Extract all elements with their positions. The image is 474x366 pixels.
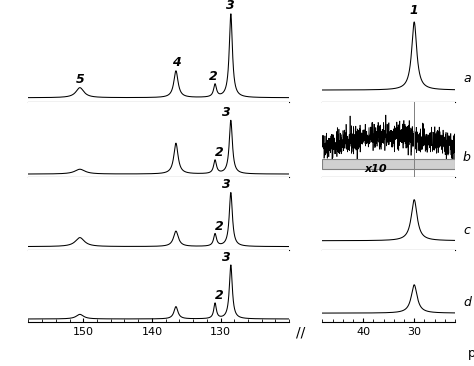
Text: a: a: [463, 72, 471, 85]
Text: 2: 2: [215, 146, 224, 159]
Text: x10: x10: [365, 164, 387, 174]
Text: 3: 3: [222, 251, 231, 264]
Text: ppm: ppm: [468, 347, 474, 361]
Text: 3: 3: [222, 106, 231, 119]
Text: d: d: [463, 296, 471, 309]
Text: b: b: [463, 151, 471, 164]
Bar: [322, 159, 455, 169]
Text: 1: 1: [410, 4, 419, 17]
Text: 5: 5: [75, 73, 84, 86]
Text: //: //: [296, 326, 305, 340]
Text: 4: 4: [172, 56, 180, 69]
Text: 2: 2: [209, 70, 218, 83]
Text: c: c: [463, 224, 470, 237]
Text: 3: 3: [222, 178, 231, 191]
Text: 3: 3: [227, 0, 235, 12]
Text: 2: 2: [215, 289, 224, 302]
Text: 2: 2: [215, 220, 224, 233]
